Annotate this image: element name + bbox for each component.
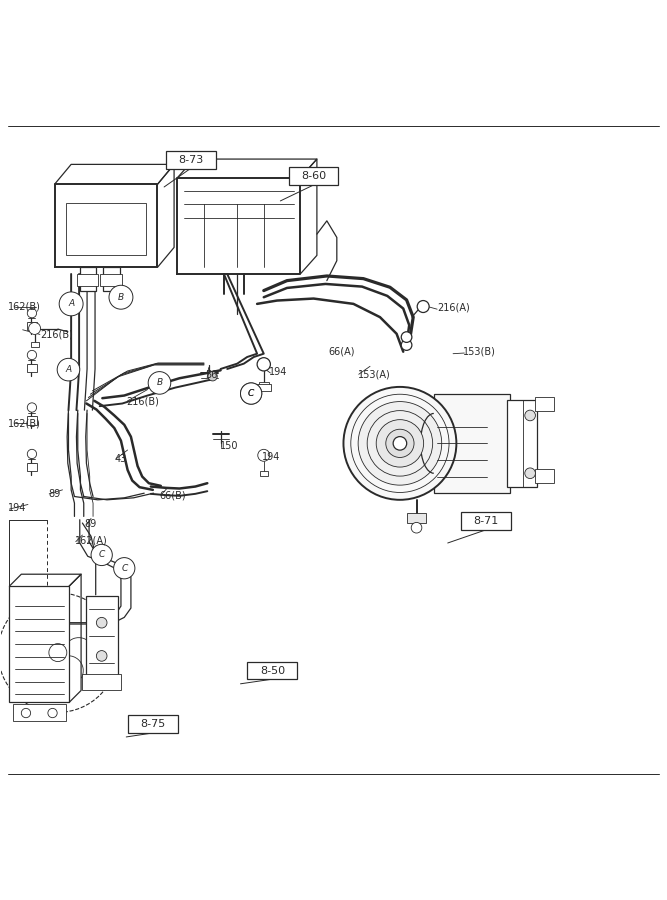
Text: A: A [68,300,74,309]
Bar [434,393,510,493]
Text: C: C [248,389,254,398]
Text: 8-75: 8-75 [140,719,165,729]
Bar [103,267,119,291]
Text: B: B [118,292,124,302]
Bar [77,274,98,286]
Bar [536,397,554,411]
Circle shape [257,357,270,371]
Bar [67,202,145,256]
Circle shape [96,651,107,661]
Bar [27,322,37,330]
Bar [166,151,215,168]
Bar [100,274,121,286]
Circle shape [113,558,135,579]
Circle shape [351,394,449,492]
Text: 150: 150 [220,441,238,451]
Circle shape [241,382,261,404]
Bar [462,512,511,530]
Circle shape [27,449,37,459]
Text: 8-73: 8-73 [178,155,203,165]
Text: A: A [66,364,73,374]
Text: 89: 89 [48,489,60,499]
Bar [289,167,338,185]
Bar [259,471,268,476]
Circle shape [91,544,112,565]
Circle shape [367,410,433,476]
Bar [247,662,297,680]
Circle shape [402,339,412,350]
Circle shape [241,382,261,404]
Text: 216(B): 216(B) [126,397,159,407]
Text: 66(A): 66(A) [329,346,356,356]
Circle shape [27,403,37,412]
Circle shape [49,644,67,662]
Text: 162(B): 162(B) [8,418,41,428]
Bar [86,596,117,676]
Circle shape [386,429,414,457]
Text: 216(B): 216(B) [40,329,73,339]
Circle shape [525,410,536,421]
Text: C: C [99,551,105,560]
Text: 153(B): 153(B) [463,346,496,356]
Circle shape [358,401,442,485]
Bar [9,586,69,702]
Circle shape [48,708,57,717]
Bar [407,513,426,523]
Bar [536,469,554,483]
Text: 194: 194 [262,452,281,462]
Text: 194: 194 [8,503,27,514]
Bar [27,416,37,425]
Text: B: B [157,379,163,389]
Bar [259,382,269,387]
Text: 66(B): 66(B) [159,491,186,500]
Text: 194: 194 [269,366,287,376]
Text: C: C [248,389,254,398]
Circle shape [208,372,217,381]
Text: A: A [65,365,71,374]
Text: 89: 89 [85,519,97,529]
Bar [27,463,37,472]
Text: 8-50: 8-50 [260,665,285,676]
Text: C: C [121,563,127,572]
Text: B: B [156,378,163,387]
Text: 56: 56 [205,370,217,380]
Bar [507,400,537,487]
Bar [80,267,96,291]
Bar [13,705,66,721]
Circle shape [393,436,407,450]
Text: 8-71: 8-71 [474,516,499,526]
Circle shape [57,358,80,381]
Circle shape [344,387,456,500]
Text: 153(A): 153(A) [358,370,391,380]
Bar [257,384,271,391]
Text: 8-60: 8-60 [301,171,326,181]
Circle shape [29,322,41,335]
Bar [83,674,121,690]
Bar [31,342,39,347]
Text: 162(A): 162(A) [75,536,107,546]
Circle shape [257,449,269,462]
Circle shape [148,372,171,394]
Circle shape [412,522,422,533]
Text: 162(B): 162(B) [8,302,41,311]
Bar [128,716,177,733]
Circle shape [525,468,536,479]
Circle shape [21,708,31,717]
Circle shape [27,350,37,360]
Text: 216(A): 216(A) [437,303,470,313]
Circle shape [27,309,37,318]
Circle shape [96,617,107,628]
Text: 43: 43 [114,454,127,464]
Circle shape [109,285,133,310]
Circle shape [417,301,429,312]
Circle shape [402,332,412,342]
Bar [27,364,37,373]
Circle shape [59,292,83,316]
Circle shape [376,419,424,467]
